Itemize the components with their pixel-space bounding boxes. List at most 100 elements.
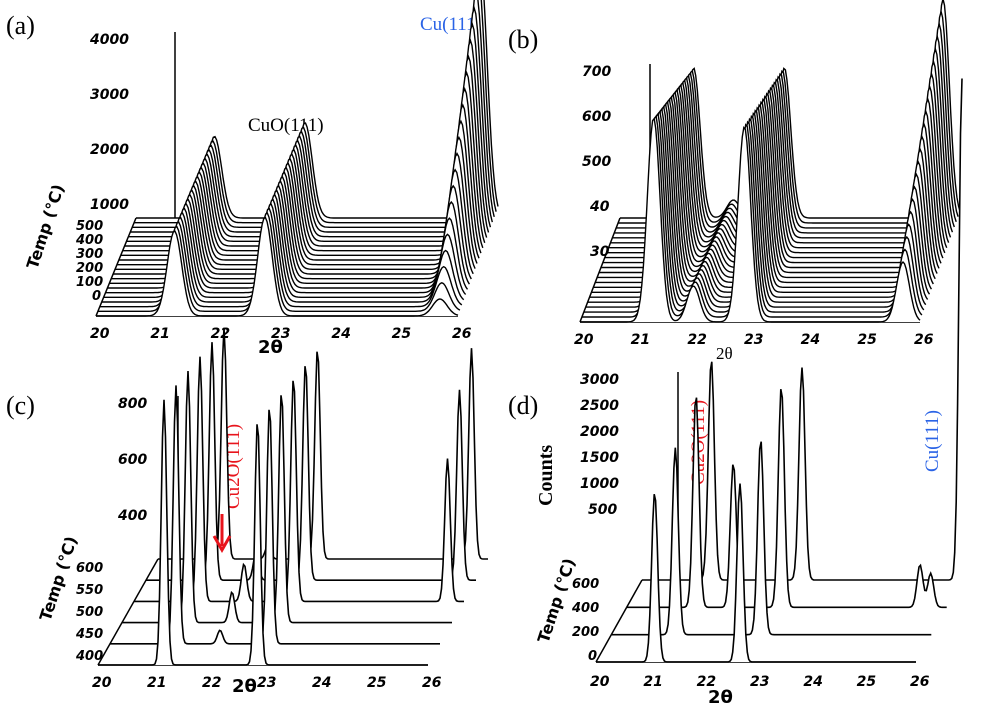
trace-fill <box>158 327 488 559</box>
trace-fill <box>134 356 464 602</box>
depth-axis-line <box>579 217 621 323</box>
trace-fill <box>612 49 953 238</box>
x-tick-label: 20 <box>90 326 110 342</box>
z-tick-label: 100 <box>76 275 103 290</box>
x-tick-label: 24 <box>801 332 820 348</box>
y-tick-label: 40 <box>589 199 610 215</box>
panel-c-traces <box>98 327 488 666</box>
x-tick-label: 23 <box>744 332 763 348</box>
x-tick-label: 21 <box>147 675 166 691</box>
trace-fill <box>96 217 458 316</box>
z-tick-label: 550 <box>76 583 103 598</box>
xrd-trace <box>611 441 932 636</box>
y-tick-label: 500 <box>582 154 611 170</box>
xrd-trace <box>98 399 428 666</box>
y-tick-label: 1000 <box>90 197 129 213</box>
x-tick-label: 22 <box>211 326 230 342</box>
y-tick-label: 500 <box>588 502 617 518</box>
z-tick-label: 600 <box>572 577 599 592</box>
y-tick-label: 1000 <box>580 476 619 492</box>
z-tick-label: 400 <box>571 601 599 616</box>
x-tick-label: 23 <box>750 674 769 690</box>
y-tick-label: 2000 <box>90 142 129 158</box>
trace-fill <box>146 342 476 581</box>
y-tick-label: 2500 <box>580 398 619 414</box>
z-tick-label: 500 <box>76 605 103 620</box>
trace-fill <box>642 78 962 580</box>
x-tick-label: 20 <box>590 674 610 690</box>
x-tick-label: 26 <box>910 674 930 690</box>
trace-fill <box>580 118 920 322</box>
depth-axis-line <box>97 558 159 666</box>
trace-fill <box>611 441 932 635</box>
panel-d-traces <box>596 78 963 663</box>
z-tick-label: 600 <box>76 561 103 576</box>
y-tick-label: 700 <box>582 64 611 80</box>
x-tick-label: 25 <box>367 675 387 691</box>
y-tick-label: 600 <box>582 109 611 125</box>
depth-axis-line <box>595 579 643 663</box>
panel-a-xlabel: 2θ <box>258 337 283 358</box>
x-tick-label: 25 <box>392 326 412 342</box>
x-tick-label: 26 <box>914 332 934 348</box>
panel-d-xlabel: 2θ <box>708 687 733 707</box>
x-tick-label: 21 <box>631 332 650 348</box>
panel-a-label: (a) <box>6 11 35 40</box>
z-tick-label: 0 <box>588 649 597 664</box>
trace-fill <box>110 385 440 644</box>
panel-a-ticks: 20 21 22 23 24 25 26 4000 3000 2000 1000 0100200300… <box>75 32 472 342</box>
x-tick-label: 21 <box>643 674 662 690</box>
y-tick-label: 1500 <box>580 450 619 466</box>
x-tick-label: 21 <box>150 326 169 342</box>
x-tick-label: 24 <box>803 674 822 690</box>
z-tick-label: 200 <box>572 625 599 640</box>
x-tick-label: 23 <box>271 326 290 342</box>
panel-c-zlabel: Temp (°C) <box>36 534 81 623</box>
trace-fill <box>610 61 951 243</box>
z-tick-label: 400 <box>75 233 103 248</box>
panel-c-red-arrow <box>212 514 232 554</box>
panel-a-traces <box>96 0 499 317</box>
y-tick-label: 400 <box>117 508 147 524</box>
panel-a-zlabel: Temp (°C) <box>23 182 68 271</box>
y-tick-label: 2000 <box>580 424 619 440</box>
xrd-trace <box>596 483 916 663</box>
x-tick-label: 26 <box>452 326 472 342</box>
z-tick-label: 200 <box>76 261 103 276</box>
panel-b-label: (b) <box>508 25 538 54</box>
y-tick-label: 600 <box>118 452 147 468</box>
panel-c-xlabel: 2θ <box>232 676 257 697</box>
x-tick-label: 20 <box>574 332 594 348</box>
panel-b-traces <box>580 0 961 323</box>
z-tick-label: 450 <box>75 627 103 642</box>
panel-a-annotation-cuo: CuO(111) <box>248 115 324 136</box>
x-tick-label: 24 <box>331 326 350 342</box>
z-tick-label: 400 <box>75 649 103 664</box>
z-tick-label: 500 <box>76 219 103 234</box>
panel-a-annotation-cu: Cu(111) <box>420 14 482 35</box>
x-tick-label: 24 <box>312 675 331 691</box>
x-tick-label: 22 <box>697 674 716 690</box>
panel-b-xlabel: 2θ <box>716 344 733 363</box>
xrd-trace <box>96 216 459 317</box>
y-tick-label: 3000 <box>580 372 619 388</box>
panel-d-ylabel: Counts <box>535 445 557 506</box>
z-tick-label: 0 <box>92 289 101 304</box>
trace-fill <box>98 399 428 665</box>
x-tick-label: 26 <box>422 675 442 691</box>
z-tick-label: 300 <box>76 247 103 262</box>
xrd-trace <box>580 117 921 323</box>
x-tick-label: 22 <box>202 675 221 691</box>
y-tick-label: 3000 <box>90 87 129 103</box>
x-tick-label: 25 <box>857 332 877 348</box>
x-tick-label: 25 <box>857 674 877 690</box>
panel-d-annotation-cu: Cu(111) <box>922 410 943 472</box>
panel-d-ticks: 20 21 22 23 24 25 26 3000 2500 2000 1500 1000 500 0 20… <box>571 372 930 690</box>
y-tick-label: 800 <box>118 396 147 412</box>
x-tick-label: 22 <box>687 332 706 348</box>
panel-d-label: (d) <box>508 391 538 420</box>
y-tick-label: 4000 <box>89 32 129 48</box>
depth-axis-line <box>95 217 137 317</box>
panel-c-label: (c) <box>6 391 35 420</box>
x-tick-label: 23 <box>257 675 276 691</box>
